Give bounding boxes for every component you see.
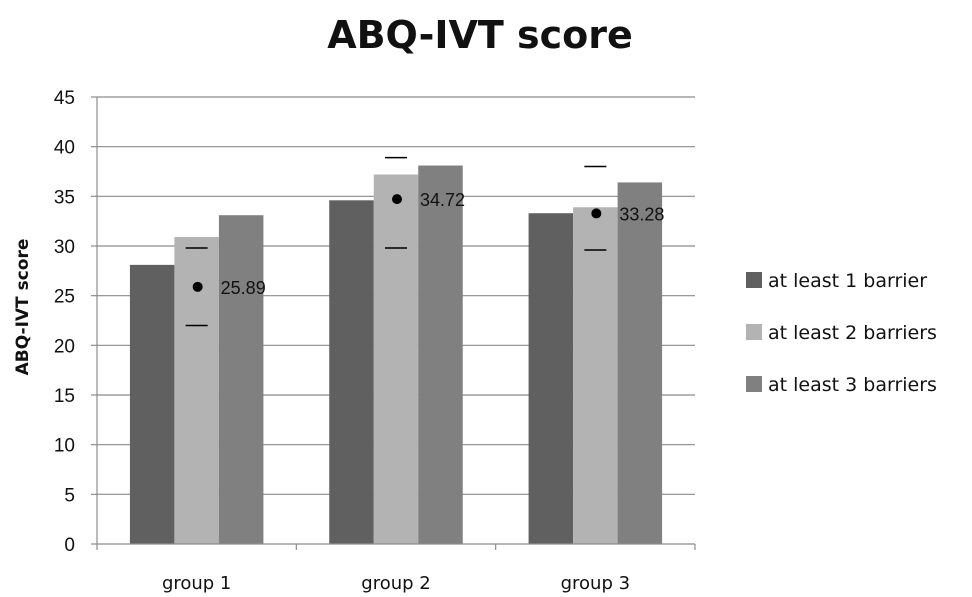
x-category-label: group 1	[162, 573, 231, 594]
bars	[129, 165, 663, 545]
x-category-label: group 3	[561, 573, 630, 594]
mean-marker	[192, 281, 203, 292]
legend-label: at least 2 barriers	[768, 322, 937, 344]
axes	[96, 97, 696, 550]
y-tick-label: 45	[54, 88, 75, 109]
mean-label: 34.72	[420, 190, 465, 210]
y-tick-label: 10	[54, 436, 75, 457]
legend-swatch	[746, 324, 762, 340]
bar	[373, 174, 419, 545]
chart-title: ABQ-IVT score	[327, 13, 633, 57]
legend: at least 1 barrier at least 2 barriers at …	[746, 270, 937, 396]
legend-item: at least 2 barriers	[746, 322, 937, 344]
mean-marker	[591, 208, 602, 219]
bar	[617, 182, 663, 544]
y-tick-label: 35	[54, 187, 75, 208]
y-tick-label: 30	[54, 237, 75, 258]
y-tick-label: 15	[54, 386, 75, 407]
bar	[129, 264, 175, 544]
legend-swatch	[746, 376, 762, 392]
legend-label: at least 3 barriers	[768, 374, 937, 396]
y-tick-label: 5	[64, 485, 75, 506]
legend-item: at least 3 barriers	[746, 374, 937, 396]
legend-item: at least 1 barrier	[746, 270, 927, 292]
bar	[528, 213, 574, 544]
y-axis-label: ABQ-IVT score	[13, 239, 33, 376]
legend-swatch	[746, 272, 762, 288]
mean-marker	[392, 194, 402, 205]
y-tick-label: 25	[54, 287, 75, 308]
mean-label: 25.89	[221, 278, 266, 298]
bar	[329, 200, 374, 544]
legend-label: at least 1 barrier	[768, 270, 927, 292]
y-tick-label: 0	[64, 535, 75, 556]
bar	[573, 207, 618, 544]
y-tick-label: 40	[54, 138, 75, 159]
bar	[218, 215, 264, 544]
mean-annotations: 25.89 34.72 33.28	[185, 156, 664, 327]
x-category-label: group 2	[361, 573, 430, 594]
x-axis-categories: group 1 group 2 group 3	[162, 573, 630, 594]
mean-label: 33.28	[619, 204, 664, 224]
y-tick-label: 20	[54, 336, 75, 357]
bar	[418, 165, 463, 545]
y-axis-ticks: 0 5 10 15 20 25 30 35 40 45	[54, 88, 97, 556]
